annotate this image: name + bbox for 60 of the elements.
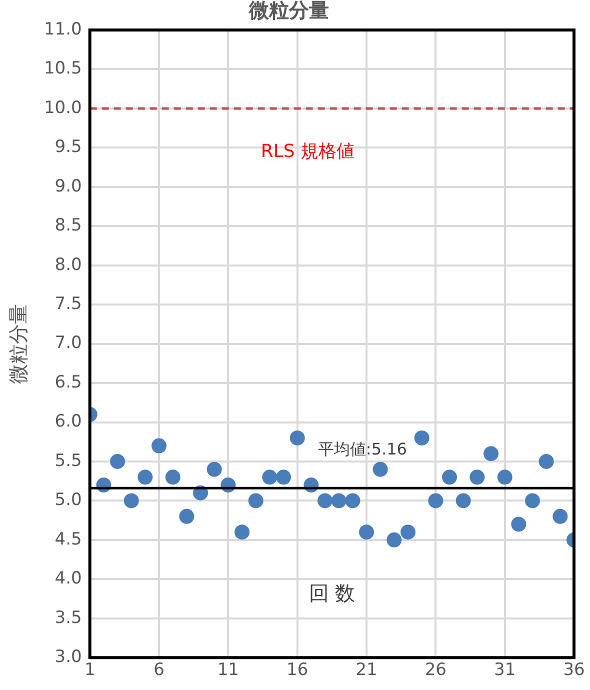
x-tick-label: 26	[424, 660, 446, 680]
y-tick-label: 5.5	[54, 450, 82, 471]
y-tick-label: 4.5	[54, 529, 82, 550]
y-tick-label: 6.5	[54, 372, 82, 392]
point	[290, 430, 305, 446]
y-tick-label: 9.5	[54, 137, 82, 158]
ref-line-label: 平均値:5.16	[318, 439, 407, 458]
y-tick-label: 10.5	[44, 58, 82, 79]
y-tick-label: 3.0	[54, 647, 82, 668]
point	[110, 454, 126, 469]
point	[138, 470, 153, 485]
y-tick-label: 8.5	[54, 216, 82, 236]
y-tick-label: 3.5	[54, 608, 82, 628]
point	[400, 524, 416, 540]
point	[538, 454, 554, 469]
y-tick-label: 9.0	[54, 176, 82, 196]
point	[414, 430, 430, 446]
x-tick-label: 21	[356, 660, 378, 680]
point	[511, 516, 526, 532]
point	[345, 493, 360, 508]
x-tick-label: 36	[563, 660, 585, 680]
x-tick-label: 1	[84, 660, 96, 680]
point	[179, 508, 194, 524]
y-tick-label: 8.0	[54, 254, 82, 275]
point	[331, 493, 346, 508]
x-tick-label: 16	[286, 660, 308, 680]
point	[165, 470, 180, 485]
y-tick-label: 10.0	[44, 98, 82, 118]
point	[484, 446, 499, 462]
point	[372, 462, 388, 477]
x-tick-label: 31	[494, 660, 516, 680]
point	[552, 508, 568, 524]
point	[525, 493, 540, 508]
y-tick-label: 4.0	[54, 568, 82, 589]
y-tick-label: 5.0	[54, 490, 82, 510]
point	[386, 532, 402, 548]
ref-line-label: RLS 規格値	[260, 141, 355, 162]
point	[234, 524, 250, 540]
y-tick-label: 6.0	[54, 412, 82, 432]
point	[442, 470, 458, 485]
point	[152, 438, 167, 454]
point	[206, 462, 222, 477]
y-tick-label: 7.5	[54, 294, 82, 314]
point	[428, 493, 444, 508]
point	[497, 470, 512, 485]
x-tick-label: 11	[217, 660, 239, 680]
y-axis-title: 微粒分量	[6, 304, 30, 384]
point	[248, 493, 264, 508]
y-tick-label: 11.0	[44, 19, 82, 40]
point	[470, 470, 485, 485]
point	[359, 524, 374, 540]
point	[456, 493, 471, 508]
point	[262, 470, 278, 485]
point	[276, 470, 292, 485]
point	[124, 493, 139, 508]
y-tick-label: 7.0	[54, 333, 82, 354]
x-tick-label: 6	[154, 660, 164, 680]
chart-title: 微粒分量	[248, 0, 329, 22]
x-axis-title: 回 数	[308, 581, 356, 606]
point	[318, 493, 333, 508]
